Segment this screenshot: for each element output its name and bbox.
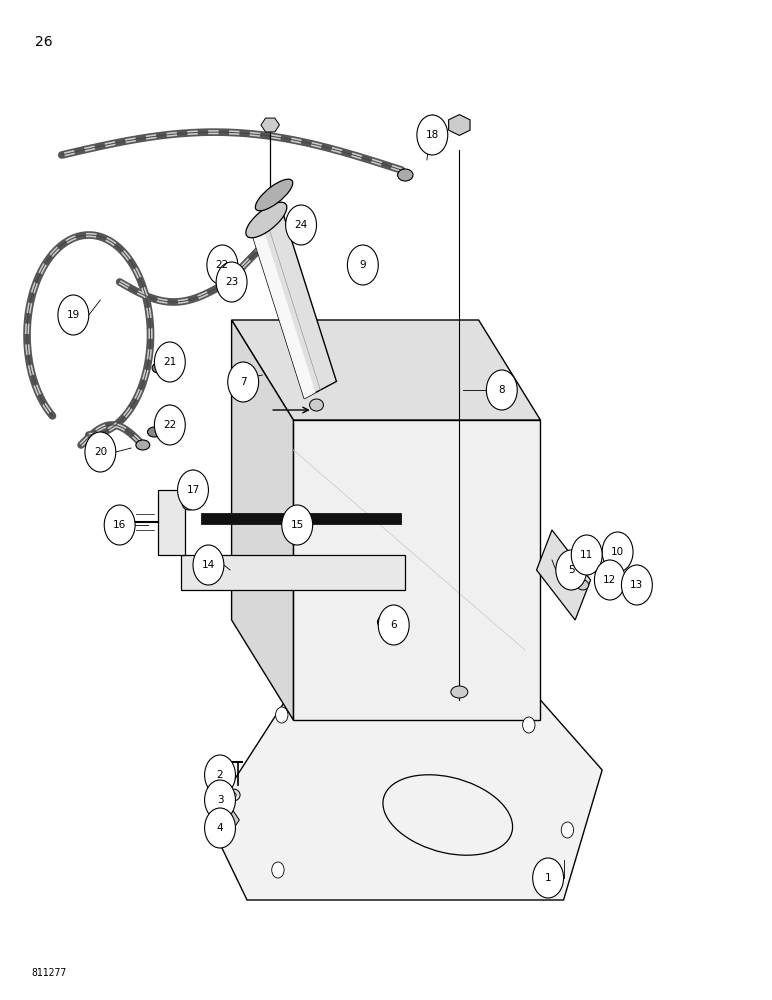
Circle shape — [216, 262, 247, 302]
Text: 1: 1 — [545, 873, 551, 883]
Text: 17: 17 — [186, 485, 200, 495]
Text: 15: 15 — [290, 520, 304, 530]
Text: 26: 26 — [35, 35, 52, 49]
Polygon shape — [201, 513, 401, 524]
Circle shape — [378, 605, 409, 645]
Ellipse shape — [398, 169, 413, 181]
Circle shape — [594, 560, 625, 600]
Polygon shape — [181, 555, 405, 590]
Text: 10: 10 — [611, 547, 625, 557]
Circle shape — [347, 245, 378, 285]
Ellipse shape — [182, 498, 196, 510]
Ellipse shape — [604, 582, 615, 592]
Circle shape — [178, 470, 208, 510]
Ellipse shape — [224, 264, 239, 276]
Circle shape — [286, 205, 317, 245]
Text: 20: 20 — [93, 447, 107, 457]
Text: 5: 5 — [568, 565, 574, 575]
Text: 13: 13 — [630, 580, 644, 590]
Circle shape — [621, 565, 652, 605]
Circle shape — [276, 707, 288, 723]
Ellipse shape — [245, 202, 287, 238]
Circle shape — [205, 780, 235, 820]
Circle shape — [85, 432, 116, 472]
Text: 22: 22 — [215, 260, 229, 270]
Circle shape — [561, 822, 574, 838]
Ellipse shape — [451, 686, 468, 698]
Ellipse shape — [577, 580, 588, 590]
Circle shape — [205, 755, 235, 795]
Text: 24: 24 — [294, 220, 308, 230]
Ellipse shape — [230, 792, 236, 798]
Text: 14: 14 — [201, 560, 215, 570]
Circle shape — [154, 405, 185, 445]
Text: 11: 11 — [580, 550, 594, 560]
Text: 19: 19 — [66, 310, 80, 320]
Circle shape — [193, 545, 224, 585]
Circle shape — [523, 717, 535, 733]
Circle shape — [205, 808, 235, 848]
Text: 16: 16 — [113, 520, 127, 530]
Circle shape — [207, 245, 238, 285]
Ellipse shape — [147, 427, 161, 437]
Ellipse shape — [136, 440, 150, 450]
Text: 12: 12 — [603, 575, 617, 585]
Ellipse shape — [378, 615, 394, 629]
Polygon shape — [449, 115, 470, 135]
Circle shape — [228, 362, 259, 402]
Ellipse shape — [152, 363, 164, 373]
Text: 6: 6 — [391, 620, 397, 630]
Circle shape — [104, 505, 135, 545]
Text: 4: 4 — [217, 823, 223, 833]
Polygon shape — [293, 420, 540, 720]
Text: 22: 22 — [163, 420, 177, 430]
Circle shape — [602, 532, 633, 572]
Polygon shape — [208, 700, 602, 900]
Ellipse shape — [256, 179, 293, 211]
Text: 811277: 811277 — [31, 968, 66, 978]
Text: 9: 9 — [360, 260, 366, 270]
Polygon shape — [158, 490, 185, 555]
Circle shape — [58, 295, 89, 335]
Ellipse shape — [226, 789, 240, 801]
Circle shape — [533, 858, 564, 898]
Text: 2: 2 — [217, 770, 223, 780]
Text: 7: 7 — [240, 377, 246, 387]
Polygon shape — [250, 223, 316, 399]
Text: 23: 23 — [225, 277, 239, 287]
Text: 18: 18 — [425, 130, 439, 140]
Polygon shape — [232, 320, 293, 720]
Text: 21: 21 — [163, 357, 177, 367]
Circle shape — [282, 505, 313, 545]
Polygon shape — [250, 211, 337, 399]
Circle shape — [556, 550, 587, 590]
Polygon shape — [232, 320, 540, 420]
Polygon shape — [261, 118, 279, 132]
Text: 8: 8 — [499, 385, 505, 395]
Circle shape — [272, 862, 284, 878]
Circle shape — [417, 115, 448, 155]
Circle shape — [571, 535, 602, 575]
Ellipse shape — [310, 399, 323, 411]
Circle shape — [154, 342, 185, 382]
Text: 3: 3 — [217, 795, 223, 805]
Polygon shape — [216, 811, 239, 829]
Polygon shape — [537, 530, 591, 620]
Circle shape — [486, 370, 517, 410]
